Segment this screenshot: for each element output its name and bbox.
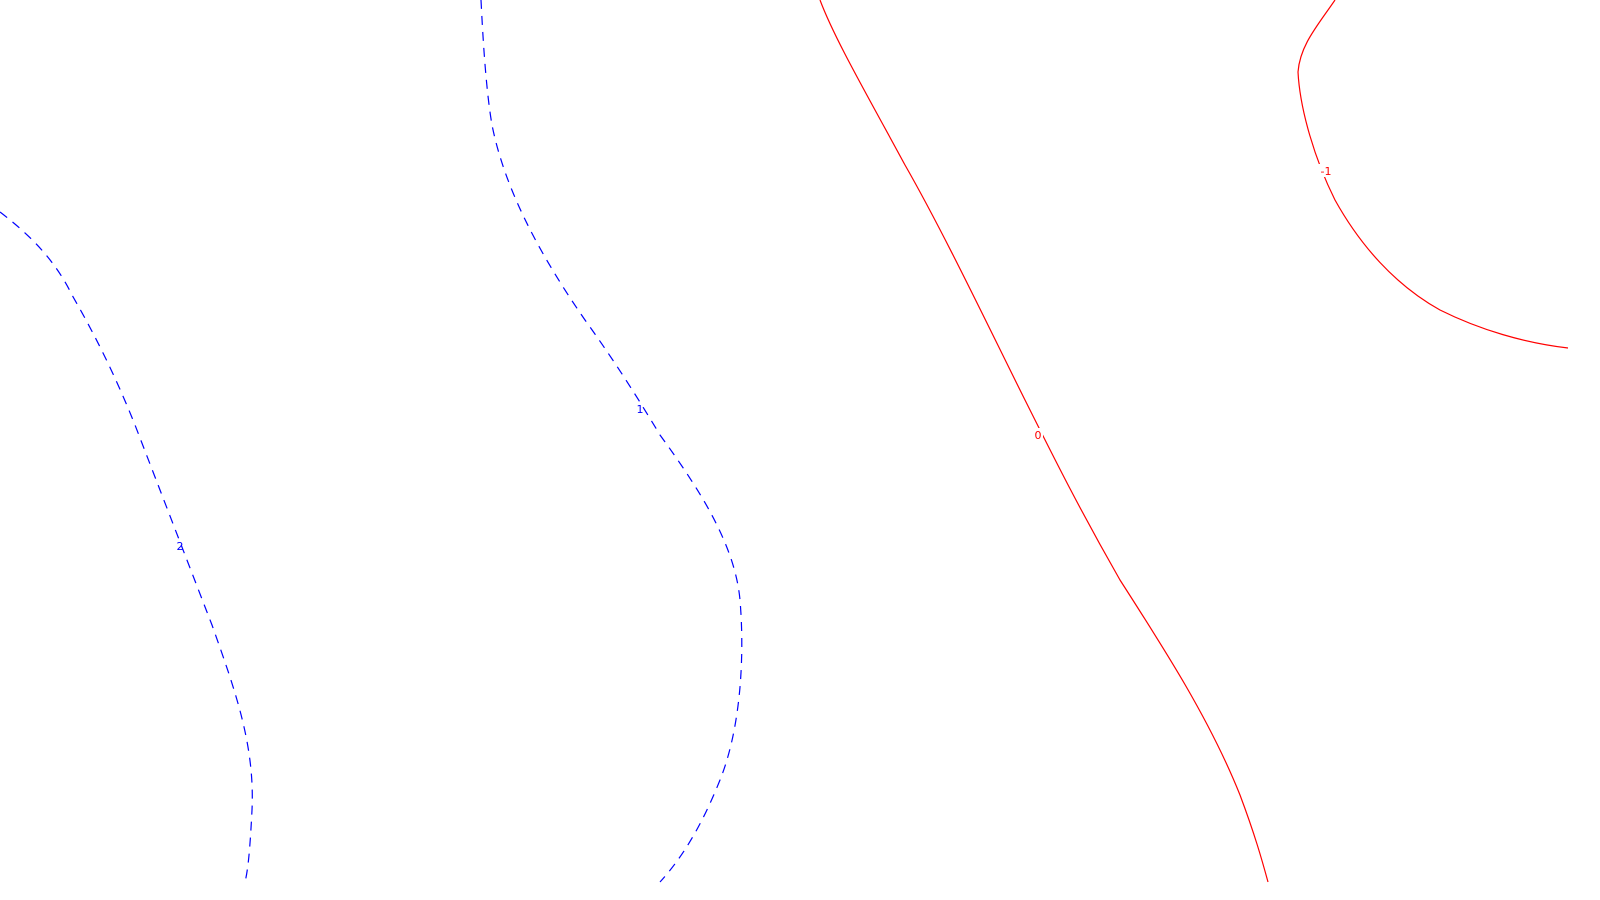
contour-path-2 xyxy=(0,211,253,883)
contour-line-1: 1 xyxy=(480,0,743,883)
contour-path-1 xyxy=(480,0,743,883)
contour-label-neg1: -1 xyxy=(1321,165,1332,178)
contour-label-0: 0 xyxy=(1035,429,1042,442)
contour-path-neg1 xyxy=(1297,0,1569,349)
contour-line-0: 0 xyxy=(819,0,1269,883)
contour-label-1: 1 xyxy=(637,403,644,416)
contour-path-0 xyxy=(819,0,1269,883)
contour-label-0-bg xyxy=(1032,428,1043,441)
contour-label-neg1-bg xyxy=(1318,164,1334,177)
contour-line-neg1: -1 xyxy=(1297,0,1569,349)
contour-label-2: 2 xyxy=(177,540,184,553)
contour-line-2: 2 xyxy=(0,211,253,883)
